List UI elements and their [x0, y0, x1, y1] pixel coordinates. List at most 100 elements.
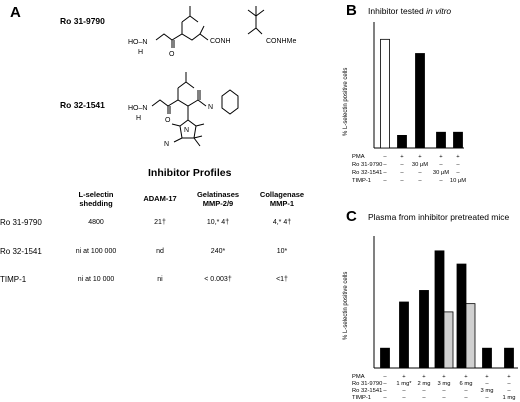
row-label-ro-32-1541: Ro 32-1541: [0, 247, 42, 256]
condition-cell: –: [422, 395, 426, 401]
condition-cell: –: [464, 388, 468, 394]
condition-cell: –: [456, 170, 460, 176]
bar: [380, 38, 390, 149]
cell-r3-c4: <1†: [276, 276, 288, 283]
condition-cell: –: [400, 170, 404, 176]
condition-label: Ro 31-9790: [352, 162, 382, 168]
condition-cell: –: [402, 395, 406, 401]
cell-r3-c1: ni at 10 000: [77, 276, 115, 283]
condition-cell: –: [383, 381, 387, 387]
s2-o: O: [165, 117, 171, 124]
s1-hydroxamate: HO–N: [128, 39, 147, 46]
condition-cell: +: [507, 374, 511, 380]
col-header-l-selectin: L-selectin shedding: [78, 190, 114, 208]
chart-b: PMA – + + + +Ro 31-9790– –30 μM – –Ro 32-1541– – –…: [352, 22, 466, 184]
s2-n-right: N: [184, 127, 189, 134]
bar: [415, 53, 425, 149]
condition-cell: –: [485, 381, 489, 387]
cell-r2-c2: nd: [156, 248, 164, 255]
col-header-collagenase: Collagenase MMP-1: [259, 190, 305, 208]
condition-cell: 3 mg: [481, 388, 494, 394]
panel-b-title-prefix: Inhibitor tested: [368, 6, 427, 16]
cell-r2-c4: 10*: [276, 248, 288, 255]
condition-cell: –: [418, 170, 422, 176]
bar: [434, 250, 445, 369]
s2-hydroxamate: HO–N: [128, 105, 147, 112]
s1-o: O: [169, 51, 175, 58]
condition-cell: +: [418, 154, 422, 160]
s1-h: H: [138, 49, 143, 56]
s1-terminal: CONHMe: [266, 38, 296, 45]
panel-c-letter: C: [346, 208, 357, 225]
s1-amide: CONH: [210, 38, 231, 45]
panel-c-title: Plasma from inhibitor pretreated mice: [368, 212, 510, 222]
cell-r1-c3: 10,* 4†: [206, 219, 230, 226]
row-label-timp-1: TIMP-1: [0, 275, 27, 284]
bar: [443, 311, 454, 369]
cell-r1-c4: 4,* 4†: [272, 219, 292, 226]
condition-label: TIMP-1: [352, 178, 371, 184]
bar: [482, 347, 492, 369]
condition-label: Ro 32-1541: [352, 388, 382, 394]
condition-cell: 30 μM: [412, 162, 428, 168]
condition-cell: 3 mg: [438, 381, 451, 387]
condition-cell: –: [439, 178, 443, 184]
condition-cell: –: [422, 388, 426, 394]
row-label-ro-31-9790: Ro 31-9790: [0, 218, 42, 227]
bar: [419, 290, 429, 369]
condition-cell: –: [383, 388, 387, 394]
condition-cell: 2 mg: [418, 381, 431, 387]
bar: [465, 303, 476, 369]
bar: [397, 134, 407, 149]
condition-label: PMA: [352, 154, 365, 160]
condition-cell: –: [439, 162, 443, 168]
compound-1-name: Ro 31-9790: [60, 16, 105, 26]
condition-cell: –: [442, 388, 446, 394]
bar: [380, 347, 390, 369]
condition-cell: +: [402, 374, 406, 380]
condition-cell: 6 mg: [460, 381, 473, 387]
condition-cell: +: [464, 374, 468, 380]
cell-r1-c2: 21†: [154, 219, 166, 226]
panel-b-letter: B: [346, 2, 357, 19]
condition-cell: 30 μM: [433, 170, 449, 176]
condition-cell: 1 mg*: [396, 381, 412, 387]
s2-h: H: [136, 115, 141, 122]
bar: [436, 131, 446, 149]
condition-label: PMA: [352, 374, 365, 380]
condition-cell: +: [439, 154, 443, 160]
structure-ro-31-9790: HO–N H O CONH CONHMe: [128, 6, 296, 58]
panel-c-ylabel: % L-selectin positive cells: [343, 271, 349, 340]
condition-cell: –: [383, 178, 387, 184]
condition-cell: –: [383, 162, 387, 168]
condition-cell: –: [383, 154, 387, 160]
cell-r2-c3: 240*: [210, 248, 226, 255]
bar: [456, 263, 467, 369]
condition-cell: +: [422, 374, 426, 380]
compound-2-name: Ro 32-1541: [60, 100, 105, 110]
structure-ro-32-1541: HO–N H O N N N: [128, 72, 239, 148]
condition-cell: +: [400, 154, 404, 160]
bar: [453, 131, 463, 149]
condition-cell: +: [442, 374, 446, 380]
s2-n-left: N: [164, 141, 169, 148]
condition-cell: 10 μM: [450, 178, 466, 184]
condition-cell: –: [383, 395, 387, 401]
bar: [399, 301, 409, 369]
condition-cell: –: [507, 381, 511, 387]
condition-cell: 1 mg: [503, 395, 516, 401]
condition-cell: +: [456, 154, 460, 160]
condition-cell: +: [485, 374, 489, 380]
condition-cell: –: [507, 388, 511, 394]
bar: [504, 347, 514, 369]
cell-r2-c1: ni at 100 000: [75, 248, 117, 255]
condition-cell: –: [400, 178, 404, 184]
s2-n-ring: N: [208, 104, 213, 111]
condition-cell: –: [456, 162, 460, 168]
chart-c: PMA – + + + + + +Ro 31-9790–1 mg* 2 mg 3 mg 6 mg – –…: [352, 236, 518, 401]
condition-cell: –: [464, 395, 468, 401]
col-header-adam17: ADAM-17: [143, 194, 177, 203]
condition-label: Ro 31-9790: [352, 381, 382, 387]
panel-b-title-italic: in vitro: [426, 6, 452, 16]
